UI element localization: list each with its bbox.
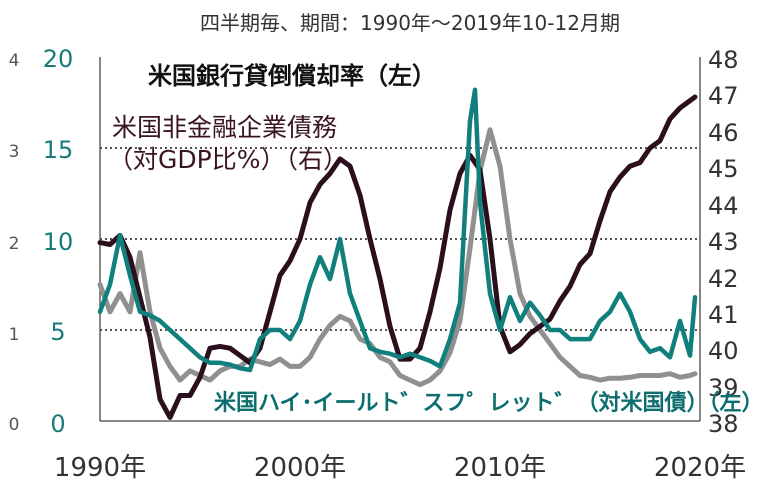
left-outer-tick-0: 0 [9,415,20,435]
right-tick-39: 39 [708,374,739,402]
left-outer-tick-3: 3 [9,142,20,162]
chart-subtitle: 四半期毎、期間：1990年～2019年10-12月期 [200,11,620,35]
left-outer-tick-4: 4 [9,51,20,71]
left-outer-tick-2: 2 [9,234,20,254]
left-inner-tick-20: 20 [43,45,74,73]
left-inner-tick-0: 0 [50,410,65,438]
right-tick-46: 46 [708,119,739,147]
right-tick-41: 41 [708,301,739,329]
label-charge-off: 米国銀行貸倒償却率（左） [148,62,436,90]
x-tick-2010: 2010年 [454,453,546,483]
right-tick-48: 48 [708,46,739,74]
series-lines [97,87,698,420]
x-tick-2000: 2000年 [254,453,346,483]
right-tick-38: 38 [708,410,739,438]
left-inner-tick-15: 15 [43,136,74,164]
left-inner-tick-10: 10 [43,228,74,256]
label-debt-line2: （対GDP比%）（右） [108,145,348,174]
grid [99,57,701,422]
right-tick-45: 45 [708,155,739,183]
label-debt-line1: 米国非金融企業債務 [112,113,337,142]
right-tick-47: 47 [708,82,739,110]
label-spread: 米国ハイ･イールト゛スフ゜レット゛（対米国債）（左） [214,390,764,416]
x-tick-2020: 2020年 [654,453,746,483]
right-tick-40: 40 [708,337,739,365]
right-tick-44: 44 [708,192,739,220]
right-tick-42: 42 [708,265,739,293]
x-tick-1990: 1990年 [54,453,146,483]
left-inner-tick-5: 5 [50,318,65,346]
series-spread-line [97,87,698,373]
right-tick-43: 43 [708,228,739,256]
left-outer-tick-1: 1 [9,325,20,345]
